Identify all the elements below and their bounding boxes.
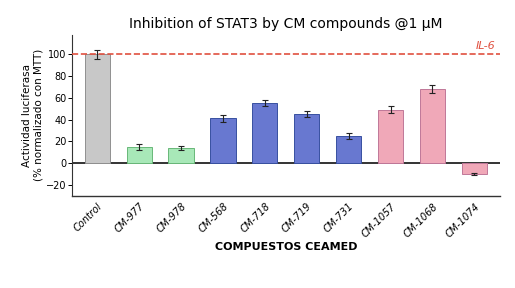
Bar xyxy=(420,89,445,163)
Bar xyxy=(336,136,361,163)
Bar xyxy=(211,118,235,163)
Bar xyxy=(378,110,403,163)
Bar xyxy=(294,114,319,163)
Y-axis label: Actividad luciferasa
(% normalizado con MTT): Actividad luciferasa (% normalizado con … xyxy=(22,49,43,181)
Title: Inhibition of STAT3 by CM compounds @1 μM: Inhibition of STAT3 by CM compounds @1 μ… xyxy=(129,17,442,31)
Bar xyxy=(168,148,194,163)
X-axis label: COMPUESTOS CEAMED: COMPUESTOS CEAMED xyxy=(215,242,357,252)
Text: IL-6: IL-6 xyxy=(475,41,495,51)
Bar xyxy=(84,54,110,163)
Bar xyxy=(252,103,278,163)
Bar xyxy=(127,147,152,163)
Bar xyxy=(462,163,487,174)
